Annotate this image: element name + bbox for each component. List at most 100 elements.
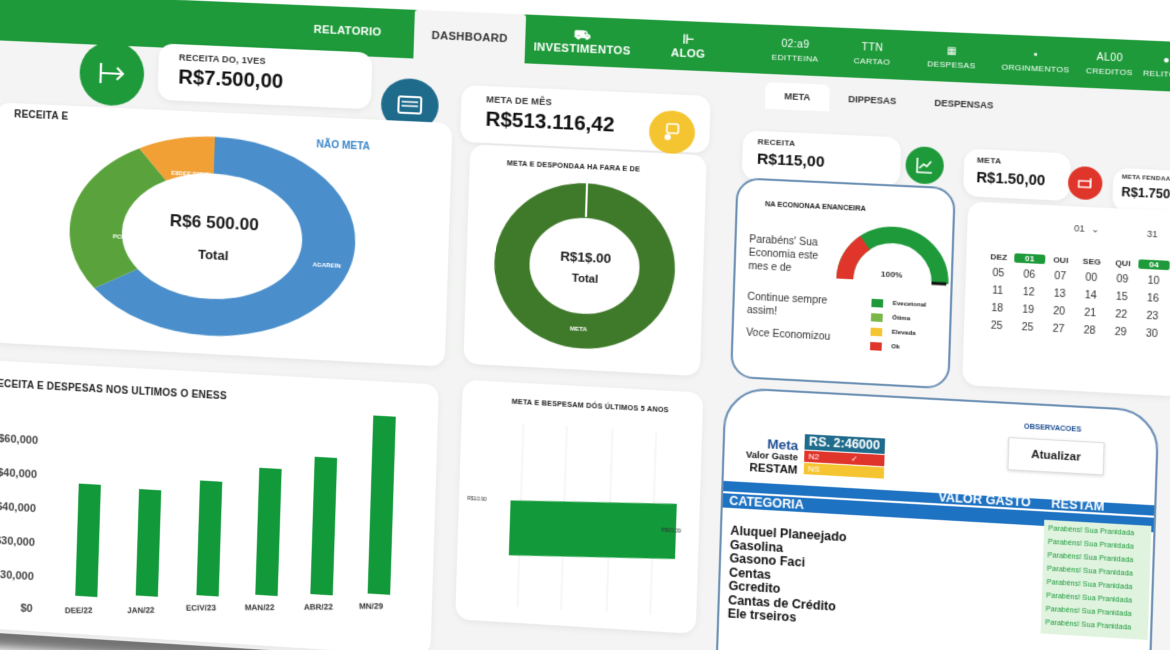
- calendar-header: DEZ: [983, 252, 1014, 263]
- restam-label: RESTAM: [724, 460, 798, 476]
- tab-despesas[interactable]: ▦ DESPESAS: [914, 31, 990, 84]
- budget-panel: Meta RS. 2:46000 Valor Gaste N2 ✓ RESTAM …: [715, 387, 1160, 650]
- calendar-day[interactable]: 11: [982, 285, 1013, 298]
- legend-item: Ótima: [871, 313, 926, 324]
- calendar-day[interactable]: 28: [1074, 325, 1105, 338]
- svg-text:R$65.09: R$65.09: [661, 528, 681, 535]
- calendar-day[interactable]: 06: [1014, 269, 1045, 282]
- legend-item: Ok: [870, 342, 925, 353]
- legend-label: Ok: [891, 344, 900, 351]
- grid-icon: ▦: [946, 45, 957, 59]
- legend-item: Evecetonal: [871, 299, 926, 310]
- meta-donut-card: META E DESPONDAA HA FARA E DE META R$1$.…: [463, 144, 706, 376]
- calendar-day[interactable]: 27: [1043, 323, 1074, 336]
- y-tick: $60,000: [0, 432, 38, 448]
- calendar-day[interactable]: 14: [1075, 289, 1106, 302]
- calendar-day[interactable]: 25: [981, 320, 1012, 333]
- kpi-label: RECEITA: [757, 137, 886, 152]
- calendar-day[interactable]: 09: [1107, 273, 1138, 286]
- tab-label: CREDITOS: [1086, 66, 1133, 77]
- svg-text:META: META: [570, 326, 588, 333]
- bar[interactable]: [136, 489, 162, 597]
- calendar-grid: DEZ 01 OUI SEG QUI 04 05 06 07 00 09 10 …: [981, 252, 1170, 341]
- calendar-day[interactable]: 25: [1012, 321, 1043, 334]
- flow-icon: ⊩: [682, 32, 695, 46]
- subtab-despensas[interactable]: DESPENSAS: [915, 89, 1013, 120]
- calendar-day[interactable]: 20: [1043, 305, 1074, 318]
- col-restam: RESTAM: [1051, 496, 1105, 514]
- legend-swatch: [871, 313, 883, 322]
- receita-donut-card: RECEITA E NÃO META PCM E$M E$DEE DIRIEI …: [0, 102, 452, 366]
- kpi-value: R$1.750,0: [1121, 185, 1170, 203]
- economy-legend: Evecetonal Ótima Elevada Ok: [870, 299, 927, 359]
- calendar-day[interactable]: 23: [1137, 310, 1169, 323]
- kpi-value: R$1.50,00: [976, 169, 1058, 189]
- legend-label: Ótima: [892, 315, 910, 322]
- kpi-value: R$7.500,00: [178, 66, 351, 97]
- x-tick: MN/29: [359, 602, 383, 611]
- gasto-value: N2: [808, 452, 819, 462]
- bar[interactable]: [255, 468, 281, 596]
- calendar-day[interactable]: 19: [1012, 304, 1043, 317]
- observacoes-label: OBSERVACOES: [1024, 423, 1082, 433]
- kpi-receita-mes: RECEITA DO, 1VES R$7.500,00: [157, 43, 372, 109]
- card-icon: TTN: [861, 41, 883, 55]
- gauge-value: 100%: [881, 269, 903, 279]
- calendar-day[interactable]: 16: [1137, 293, 1169, 306]
- donut-center: R$6 500.00 Total: [142, 210, 285, 266]
- bar-chart: $60,000 $40,000 $40,000 $30,000 $30,000 …: [0, 360, 439, 650]
- tab-dashboard[interactable]: DASHBOARD: [413, 10, 526, 66]
- calendar-day[interactable]: 21: [1074, 307, 1105, 320]
- calendar-day[interactable]: 07: [1045, 270, 1076, 283]
- bar[interactable]: [196, 480, 222, 596]
- calendar-day[interactable]: 10: [1138, 275, 1170, 288]
- bar[interactable]: [310, 457, 337, 596]
- card-title: META E BESPESAM DÓS ÚLTIMOS 5 ANOS: [512, 399, 669, 415]
- calendar-day[interactable]: 05: [983, 267, 1014, 280]
- calendar-day[interactable]: 22: [1105, 309, 1136, 322]
- calendar-day[interactable]: 30: [1136, 328, 1168, 341]
- calendar-day[interactable]: 29: [1105, 326, 1136, 339]
- category-list: Aluquel Planeejado Gasolina Gasono Faci …: [727, 524, 846, 628]
- tab-editteina[interactable]: 02:a9 EDITTEINA: [758, 24, 833, 76]
- calendar-day[interactable]: 15: [1106, 291, 1137, 304]
- subtab-meta[interactable]: META: [765, 82, 830, 112]
- tab-investimentos[interactable]: ⛟ INVESTIMENTOS: [525, 14, 641, 68]
- dashboard-screen: RELATORIO DASHBOARD ⛟ INVESTIMENTOS ⊩ AL…: [0, 0, 1170, 650]
- calendar-header-selected[interactable]: 01: [1014, 253, 1045, 264]
- clock-icon: 02:a9: [781, 38, 809, 53]
- tab-orcamentos[interactable]: ▪ ORGINMENTOS: [994, 34, 1077, 87]
- box-icon: ▪: [1034, 48, 1039, 62]
- calendar-header-selected[interactable]: 04: [1138, 259, 1169, 270]
- bar[interactable]: [75, 484, 101, 598]
- legend-swatch: [870, 342, 882, 351]
- calendar-day[interactable]: 13: [1044, 288, 1075, 301]
- svg-text:E$DEE DIRIEI: E$DEE DIRIEI: [171, 171, 211, 179]
- calendar-day[interactable]: 12: [1013, 286, 1044, 299]
- card-title: NA ECONONAA ENANCEIRA: [765, 201, 866, 213]
- calendar-day[interactable]: 18: [982, 302, 1013, 315]
- col-categoria: CATEGORIA: [729, 494, 804, 513]
- credit-icon: AL00: [1096, 51, 1123, 66]
- economy-message: Parabéns' Sua Economia este mes e de: [748, 233, 840, 277]
- calendar-header: OUI: [1045, 255, 1076, 266]
- month-select[interactable]: 01 ⌄: [1074, 223, 1100, 236]
- x-tick: JAN/22: [127, 606, 155, 615]
- x-tick: DEE/22: [65, 606, 93, 615]
- y-tick: $30,000: [0, 533, 35, 549]
- card-title: RECEITA E: [14, 109, 68, 122]
- calendar-header: SEG: [1076, 256, 1107, 267]
- tab-alog[interactable]: ⊩ ALOG: [651, 20, 726, 72]
- tab-cartao[interactable]: TTN CARTAO: [840, 28, 905, 80]
- bar[interactable]: [368, 415, 396, 594]
- subtab-dippesas[interactable]: DIPPESAS: [829, 85, 916, 116]
- y-tick: $40,000: [0, 466, 37, 482]
- tab-relitoro[interactable]: ● RELITORO: [1140, 40, 1170, 92]
- year-select[interactable]: 31: [1147, 229, 1158, 240]
- chevron-down-icon: ⌄: [1091, 224, 1099, 236]
- tab-label: EDITTEINA: [771, 53, 818, 64]
- economy-gauge: 100%: [836, 221, 950, 288]
- tab-creditos[interactable]: AL00 CREDITOS: [1080, 38, 1140, 90]
- atualizar-button[interactable]: Atualizar: [1007, 437, 1104, 475]
- calendar-day[interactable]: 00: [1076, 272, 1107, 285]
